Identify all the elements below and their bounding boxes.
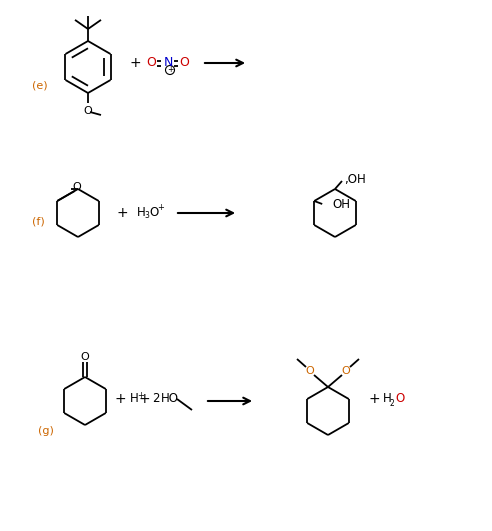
Text: 2: 2 — [390, 398, 395, 407]
Text: +: + — [114, 392, 126, 406]
Text: N: N — [163, 56, 173, 70]
Text: +: + — [138, 392, 150, 406]
Text: O: O — [149, 205, 158, 218]
Text: +: + — [129, 56, 141, 70]
Text: ,OH: ,OH — [344, 173, 366, 185]
Text: H: H — [130, 392, 139, 406]
Text: (e): (e) — [32, 80, 48, 90]
Text: O: O — [306, 366, 314, 376]
Text: +: + — [137, 390, 144, 399]
Text: O: O — [341, 366, 350, 376]
Text: O: O — [84, 106, 92, 116]
Text: O: O — [395, 392, 404, 406]
Text: +: + — [116, 206, 128, 220]
Text: 3: 3 — [144, 211, 149, 220]
Text: O: O — [81, 352, 90, 362]
Text: H: H — [383, 392, 392, 406]
Text: O: O — [146, 56, 156, 70]
Text: (f): (f) — [32, 216, 45, 226]
Text: +: + — [167, 65, 173, 74]
Text: H: H — [137, 205, 146, 218]
Text: (g): (g) — [38, 426, 54, 436]
Text: +: + — [368, 392, 380, 406]
Text: HO: HO — [161, 392, 179, 406]
Text: O: O — [179, 56, 189, 70]
Text: +: + — [157, 203, 164, 212]
Text: O: O — [72, 182, 81, 192]
Text: OH: OH — [332, 198, 350, 210]
Text: 2: 2 — [152, 392, 159, 406]
